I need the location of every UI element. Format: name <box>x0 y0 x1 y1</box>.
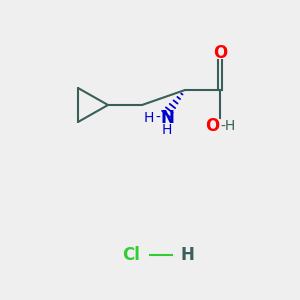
Text: H: H <box>144 111 154 125</box>
Text: -: - <box>156 111 161 125</box>
Text: H: H <box>180 246 194 264</box>
Text: H: H <box>162 123 172 137</box>
Text: N: N <box>160 109 174 127</box>
Text: O: O <box>213 44 227 62</box>
Text: O: O <box>205 117 219 135</box>
Text: -H: -H <box>220 119 236 133</box>
Text: Cl: Cl <box>122 246 140 264</box>
